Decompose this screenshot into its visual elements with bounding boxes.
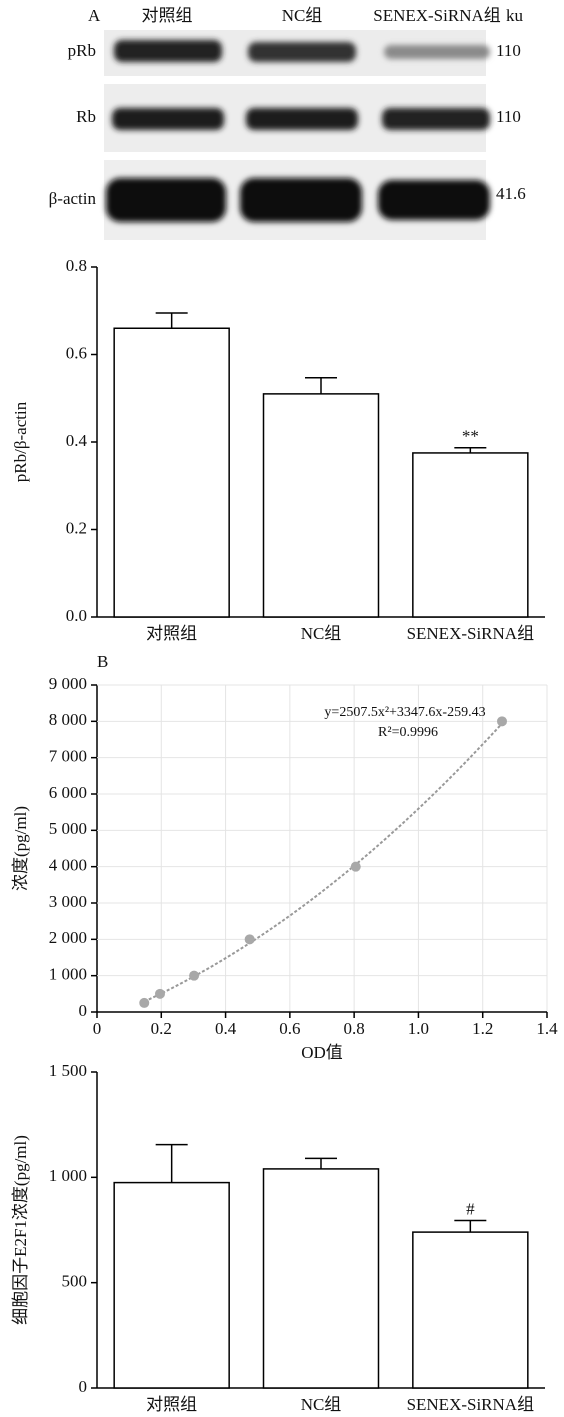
x-tick-label: 0.4 — [215, 1019, 237, 1038]
row-label: pRb — [68, 41, 96, 60]
band — [114, 40, 222, 62]
band — [382, 108, 490, 130]
x-tick-label: 1.2 — [472, 1019, 493, 1038]
band — [106, 178, 226, 222]
x-tick-label: 对照组 — [146, 1395, 197, 1414]
blot: A 对照组 NC组 SENEX-SiRNA组 ku pRb Rb β-actin… — [49, 6, 526, 240]
x-tick-label: 0.6 — [279, 1019, 300, 1038]
point — [497, 716, 507, 726]
y-tick-label: 7 000 — [49, 747, 87, 766]
lane-label: 对照组 — [142, 6, 193, 25]
lane-label: NC组 — [282, 6, 323, 25]
y-tick-label: 0 — [79, 1001, 88, 1020]
figure: A 对照组 NC组 SENEX-SiRNA组 ku pRb Rb β-actin… — [0, 0, 564, 1417]
y-axis-title: 细胞因子E2F1浓度(pg/ml) — [11, 1135, 30, 1325]
y-tick-label: 5 000 — [49, 819, 87, 838]
r-squared: R²=0.9996 — [378, 725, 438, 740]
band — [112, 108, 224, 130]
y-tick-label: 8 000 — [49, 710, 87, 729]
bar — [264, 394, 379, 617]
unit-label: ku — [506, 6, 524, 25]
bar — [413, 453, 528, 617]
size-label: 110 — [496, 41, 521, 60]
row-label: β-actin — [49, 189, 97, 208]
y-tick-label: 0.2 — [66, 518, 87, 537]
bar — [114, 328, 229, 617]
equation: y=2507.5x²+3347.6x-259.43 — [324, 705, 485, 720]
point — [139, 998, 149, 1008]
x-tick-label: NC组 — [301, 1395, 342, 1414]
band — [384, 45, 490, 59]
y-tick-label: 1 000 — [49, 965, 87, 984]
significance-mark: # — [466, 1199, 475, 1218]
y-tick-label: 1 500 — [49, 1061, 87, 1080]
size-label: 41.6 — [496, 184, 526, 203]
lane-label: SENEX-SiRNA组 — [373, 6, 501, 25]
bar — [264, 1169, 379, 1388]
band — [378, 180, 490, 220]
y-tick-label: 4 000 — [49, 856, 87, 875]
point — [245, 934, 255, 944]
y-tick-label: 0.6 — [66, 343, 87, 362]
bar — [114, 1183, 229, 1388]
bar — [413, 1232, 528, 1388]
y-tick-label: 3 000 — [49, 892, 87, 911]
x-tick-label: 对照组 — [146, 624, 197, 643]
y-tick-label: 1 000 — [49, 1166, 87, 1185]
x-tick-label: 1.4 — [536, 1019, 558, 1038]
size-label: 110 — [496, 107, 521, 126]
x-tick-label: SENEX-SiRNA组 — [407, 1395, 535, 1414]
point — [351, 862, 361, 872]
y-tick-label: 9 000 — [49, 674, 87, 693]
y-tick-label: 0.0 — [66, 606, 87, 625]
band — [246, 108, 358, 130]
point — [189, 971, 199, 981]
band — [248, 42, 356, 62]
page: A 对照组 NC组 SENEX-SiRNA组 ku pRb Rb β-actin… — [0, 0, 564, 1417]
y-axis-title: pRb/β-actin — [11, 401, 30, 482]
significance-mark: ** — [462, 427, 479, 446]
y-tick-label: 0 — [79, 1377, 88, 1396]
y-tick-label: 500 — [62, 1272, 88, 1291]
panel-label: A — [88, 6, 101, 25]
y-tick-label: 2 000 — [49, 928, 87, 947]
x-tick-label: 0.2 — [151, 1019, 172, 1038]
panel-label: B — [97, 652, 108, 671]
x-tick-label: 0 — [93, 1019, 102, 1038]
x-tick-label: NC组 — [301, 624, 342, 643]
x-tick-label: SENEX-SiRNA组 — [407, 624, 535, 643]
row-label: Rb — [76, 107, 96, 126]
band — [240, 178, 362, 222]
fit-curve — [144, 724, 502, 1002]
y-axis-title: 浓度(pg/ml) — [11, 806, 30, 891]
x-axis-title: OD值 — [301, 1043, 343, 1062]
x-tick-label: 1.0 — [408, 1019, 429, 1038]
point — [155, 989, 165, 999]
y-tick-label: 0.4 — [66, 431, 88, 450]
y-tick-label: 0.8 — [66, 256, 87, 275]
y-tick-label: 6 000 — [49, 783, 87, 802]
x-tick-label: 0.8 — [344, 1019, 365, 1038]
